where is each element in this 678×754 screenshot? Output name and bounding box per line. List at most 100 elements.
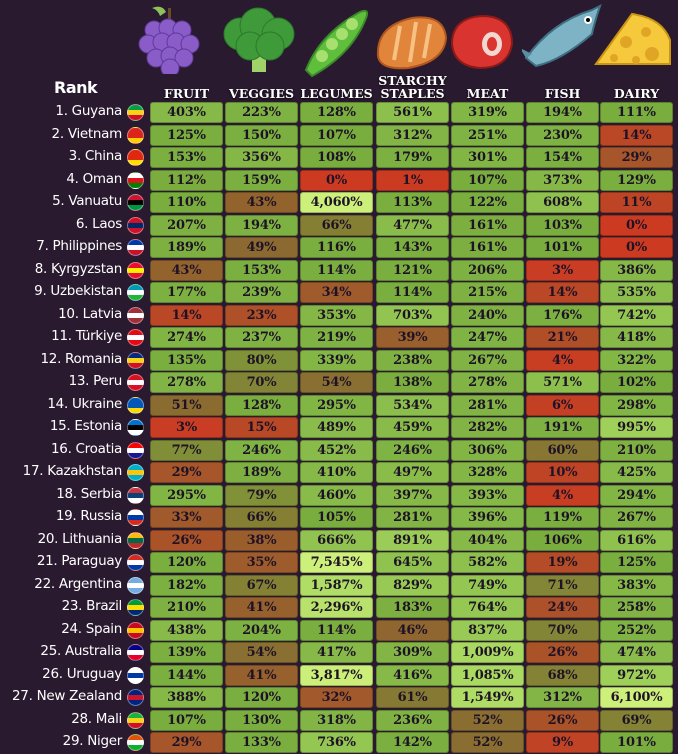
value-cell: 189% xyxy=(225,462,298,483)
table-row: 29. Niger 29% 133% 736% 142% 52% 9% 101% xyxy=(0,732,678,753)
value-cell: 26% xyxy=(526,642,599,663)
value-cell: 29% xyxy=(150,732,223,753)
column-header: FISH xyxy=(544,86,581,101)
value-cell: 66% xyxy=(300,214,373,236)
table-row: 20. Lithuania 26% 38% 666% 891% 404% 106% 616% xyxy=(0,529,678,551)
value-cell: 107% xyxy=(150,709,223,731)
table-row: 13. Peru 278% 70% 54% 138% 278% 571% 102% xyxy=(0,372,678,393)
value-cell: 0% xyxy=(600,214,673,236)
value-cell: 309% xyxy=(376,642,449,663)
flag-icon xyxy=(127,194,144,211)
value-cell: 0% xyxy=(600,237,673,258)
value-cell: 79% xyxy=(225,484,298,506)
grapes-icon xyxy=(136,4,206,78)
country-rank-label: 17. Kazakhstan xyxy=(22,463,123,479)
value-cell: 26% xyxy=(150,529,223,551)
value-cell: 274% xyxy=(150,327,223,348)
value-cell: 319% xyxy=(451,102,524,123)
value-cell: 116% xyxy=(300,237,373,258)
value-cell: 143% xyxy=(376,237,449,258)
value-cell: 6% xyxy=(526,394,599,416)
column-header: DAIRY xyxy=(613,86,660,101)
value-cell: 154% xyxy=(526,147,599,168)
value-cell: 23% xyxy=(225,304,298,326)
table-row: 16. Croatia 77% 246% 452% 246% 306% 60% 210% xyxy=(0,439,678,461)
table-row: 5. Vanuatu 110% 43% 4,060% 113% 122% 608% 11% xyxy=(0,192,678,213)
country-rank-label: 10. Latvia xyxy=(58,305,122,322)
table-row: 27. New Zealand 388% 120% 32% 61% 1,549% 312% 6… xyxy=(0,687,678,708)
value-cell: 410% xyxy=(300,462,373,483)
value-cell: 113% xyxy=(376,192,449,213)
value-cell: 114% xyxy=(300,619,373,641)
value-cell: 130% xyxy=(225,709,298,731)
country-rank-label: 28. Mali xyxy=(71,710,122,727)
value-cell: 571% xyxy=(526,372,599,393)
country-rank-label: 27. New Zealand xyxy=(12,688,122,704)
value-cell: 383% xyxy=(600,574,673,596)
value-cell: 489% xyxy=(300,417,373,438)
value-cell: 322% xyxy=(600,349,673,371)
value-cell: 246% xyxy=(376,439,449,461)
table-row: 14. Ukraine 51% 128% 295% 534% 281% 6% 298% xyxy=(0,394,678,416)
value-cell: 281% xyxy=(376,507,449,528)
value-cell: 107% xyxy=(300,124,373,146)
value-cell: 764% xyxy=(451,597,524,618)
value-cell: 11% xyxy=(600,192,673,213)
country-rank-label: 9. Uzbekistan xyxy=(34,283,122,299)
table-row: 28. Mali 107% 130% 318% 236% 52% 26% 69% xyxy=(0,709,678,731)
value-cell: 110% xyxy=(150,192,223,213)
value-cell: 251% xyxy=(451,124,524,146)
value-cell: 278% xyxy=(451,372,524,393)
value-cell: 29% xyxy=(150,462,223,483)
value-cell: 111% xyxy=(600,102,673,123)
table-row: 1. Guyana 403% 223% 128% 561% 319% 194% 111% xyxy=(0,102,678,123)
flag-icon xyxy=(127,666,144,684)
value-cell: 616% xyxy=(600,529,673,551)
value-cell: 397% xyxy=(376,484,449,506)
value-cell: 106% xyxy=(526,529,599,551)
value-cell: 0% xyxy=(300,169,373,191)
country-rank-label: 26. Uruguay xyxy=(42,665,122,682)
value-cell: 125% xyxy=(150,124,223,146)
value-cell: 534% xyxy=(376,394,449,416)
value-cell: 69% xyxy=(600,709,673,731)
flag-icon xyxy=(127,104,144,121)
value-cell: 52% xyxy=(451,709,524,731)
value-cell: 1,587% xyxy=(300,574,373,596)
value-cell: 267% xyxy=(451,349,524,371)
value-cell: 41% xyxy=(225,664,298,686)
value-cell: 15% xyxy=(225,417,298,438)
value-cell: 6,100% xyxy=(600,687,673,708)
column-header: LEGUMES xyxy=(300,86,373,101)
country-rank-label: 23. Brazil xyxy=(61,598,123,614)
table-row: 21. Paraguay 120% 35% 7,545% 645% 582% 19% 125% xyxy=(0,552,678,573)
value-cell: 77% xyxy=(150,439,223,461)
value-cell: 26% xyxy=(526,709,599,731)
value-cell: 278% xyxy=(150,372,223,393)
value-cell: 52% xyxy=(451,732,524,753)
value-cell: 356% xyxy=(225,147,298,168)
value-cell: 258% xyxy=(600,597,673,618)
value-cell: 161% xyxy=(451,237,524,258)
value-cell: 237% xyxy=(225,327,298,348)
table-row: 17. Kazakhstan 29% 189% 410% 497% 328% 10% 425% xyxy=(0,462,678,483)
country-rank-label: 1. Guyana xyxy=(55,103,122,119)
table-row: 4. Oman 112% 159% 0% 1% 107% 373% 129% xyxy=(0,169,678,191)
value-cell: 417% xyxy=(300,642,373,663)
value-cell: 3% xyxy=(150,417,223,438)
table-row: 6. Laos 207% 194% 66% 477% 161% 103% 0% xyxy=(0,214,678,236)
column-header: MEAT xyxy=(466,86,509,101)
value-cell: 1,085% xyxy=(451,664,524,686)
value-cell: 125% xyxy=(600,552,673,573)
value-cell: 34% xyxy=(300,282,373,303)
table-row: 10. Latvia 14% 23% 353% 703% 240% 176% 742% xyxy=(0,304,678,326)
value-cell: 312% xyxy=(526,687,599,708)
value-cell: 210% xyxy=(150,597,223,618)
value-cell: 161% xyxy=(451,214,524,236)
value-cell: 312% xyxy=(376,124,449,146)
value-cell: 645% xyxy=(376,552,449,573)
flag-icon xyxy=(127,486,144,504)
value-cell: 33% xyxy=(150,507,223,528)
table-row: 24. Spain 438% 204% 114% 46% 837% 70% 252% xyxy=(0,619,678,641)
value-cell: 438% xyxy=(150,619,223,641)
